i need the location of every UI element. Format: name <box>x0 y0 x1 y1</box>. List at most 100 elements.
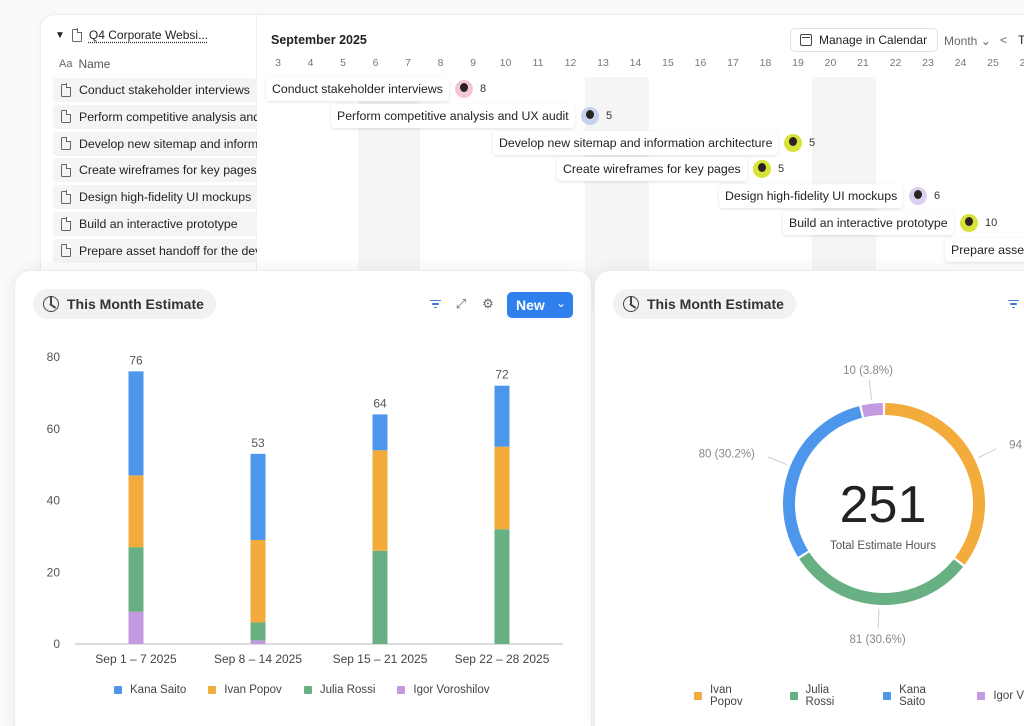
donut-slice[interactable] <box>799 552 964 605</box>
bar-segment[interactable] <box>250 622 266 641</box>
bar-segment[interactable] <box>372 550 388 644</box>
panel-title[interactable]: This Month Estimate <box>33 289 216 319</box>
month-label: September 2025 <box>271 33 367 47</box>
filter-icon[interactable] <box>427 296 443 312</box>
assignee-avatar[interactable] <box>909 187 927 206</box>
task-bar-label: Design high-fidelity UI mockups <box>725 189 898 204</box>
panel-title[interactable]: This Month Estimate <box>613 289 796 319</box>
bar-segment[interactable] <box>128 371 144 476</box>
legend-item[interactable]: Kana Saito <box>114 684 186 696</box>
task-row[interactable]: Perform competitive analysis and <box>53 104 257 129</box>
bar-segment[interactable] <box>494 446 510 530</box>
day-label: 24 <box>954 57 967 69</box>
task-row[interactable]: Build an interactive prototype <box>53 212 257 236</box>
bar-segment[interactable] <box>372 414 388 451</box>
donut-slice[interactable] <box>861 403 884 418</box>
y-tick-label: 60 <box>47 422 61 436</box>
donut-slice[interactable] <box>783 406 863 557</box>
assignee-avatar[interactable] <box>784 133 802 152</box>
collapse-triangle-icon[interactable]: ▼ <box>55 29 65 41</box>
task-row[interactable]: Design high-fidelity UI mockups <box>53 185 257 210</box>
legend-label: Igor Voroshilov <box>413 684 490 696</box>
x-tick-label: Sep 22 – 28 2025 <box>455 652 550 666</box>
view-mode-dropdown[interactable]: Month ⌄ <box>944 34 991 48</box>
manage-in-calendar-button[interactable]: Manage in Calendar <box>790 28 939 52</box>
project-title[interactable]: Q4 Corporate Websi... <box>88 28 209 42</box>
prev-button[interactable]: < <box>1000 33 1008 47</box>
task-row[interactable]: Develop new sitemap and informa <box>53 131 257 156</box>
text-type-icon: Aa <box>59 58 73 70</box>
document-icon <box>61 190 72 204</box>
timeline-task-bar[interactable]: Conduct stakeholder interviews <box>266 77 449 101</box>
day-label: 16 <box>694 57 707 69</box>
assignee-avatar[interactable] <box>581 106 599 125</box>
legend-item[interactable]: Julia Rossi <box>789 684 862 708</box>
chevron-down-icon[interactable]: ⌄ <box>555 296 566 310</box>
project-selector[interactable]: ▼ Q4 Corporate Websi... <box>55 28 208 42</box>
bar-segment[interactable] <box>128 547 144 612</box>
task-count: 5 <box>778 163 785 176</box>
task-row[interactable]: Prepare asset handoff for the dev <box>53 238 257 263</box>
timeline-task-bar[interactable]: Create wireframes for key pages <box>557 157 747 182</box>
assignee-avatar[interactable] <box>753 160 771 179</box>
legend-item[interactable]: Igor V <box>977 684 1024 708</box>
task-count: 5 <box>606 109 613 122</box>
legend-item[interactable]: Igor Voroshilov <box>397 684 490 696</box>
bar-segment[interactable] <box>250 539 266 623</box>
legend-item[interactable]: Ivan Popov <box>208 684 282 696</box>
expand-icon[interactable]: ⤢ <box>455 296 467 311</box>
legend-label: Kana Saito <box>130 684 187 696</box>
donut-slice[interactable] <box>885 403 985 565</box>
assignee-avatar[interactable] <box>455 80 473 98</box>
slice-leader-line <box>767 456 787 466</box>
legend-swatch <box>114 686 122 694</box>
bar-segment[interactable] <box>250 453 266 540</box>
bar-segment[interactable] <box>128 475 144 548</box>
day-label: 7 <box>405 57 411 69</box>
timeline-task-bar[interactable]: Perform competitive analysis and UX audi… <box>331 103 575 128</box>
settings-sliders-icon[interactable]: ⚙ <box>482 296 494 311</box>
task-row[interactable]: Conduct stakeholder interviews <box>53 78 257 102</box>
legend-item[interactable]: Ivan Popov <box>694 684 768 708</box>
bar-total-label: 64 <box>373 396 387 410</box>
bar-segment[interactable] <box>250 640 266 644</box>
donut-chart-legend: Ivan Popov Julia Rossi Kana Saito Igor V <box>694 684 1024 708</box>
legend-swatch <box>789 692 798 700</box>
document-icon <box>61 136 72 151</box>
today-button[interactable]: T <box>1018 33 1024 47</box>
legend-item[interactable]: Kana Saito <box>883 684 955 708</box>
slice-leader-line <box>877 608 880 629</box>
timeline-task-bar[interactable]: Prepare asset l <box>945 237 1024 262</box>
name-column-header[interactable]: Aa Name <box>59 57 110 71</box>
bar-segment[interactable] <box>494 385 510 447</box>
filter-icon[interactable] <box>1005 296 1021 312</box>
task-row[interactable]: Create wireframes for key pages <box>53 158 257 183</box>
task-list-panel: ▼ Q4 Corporate Websi... Aa Name Conduct … <box>41 15 257 303</box>
document-icon <box>61 83 72 97</box>
legend-item[interactable]: Julia Rossi <box>303 684 375 696</box>
timeline-task-bar[interactable]: Design high-fidelity UI mockups <box>719 184 904 209</box>
y-tick-label: 80 <box>47 350 61 364</box>
document-icon <box>61 217 72 231</box>
document-icon <box>71 28 83 42</box>
bar-segment[interactable] <box>494 529 510 644</box>
stacked-bar-chart: 0 20 40 60 80 76 Sep 1 – 7 2025 53 Sep 8 – 14 20… <box>47 350 563 666</box>
donut-chart: 94 81 (30.6%) 80 (30.2%) 10 (3.8%) 251 Total … <box>699 365 1023 646</box>
y-tick-label: 0 <box>53 637 60 651</box>
document-icon <box>61 109 72 124</box>
estimate-donut-panel: This Month Estimate 94 81 (30.6%) 80 (30.2… <box>594 270 1024 726</box>
bar-total-label: 72 <box>495 368 509 382</box>
task-name: Design high-fidelity UI mockups <box>79 190 252 205</box>
legend-swatch <box>208 686 217 694</box>
bar-segment[interactable] <box>128 611 144 644</box>
new-button[interactable]: New ⌄ <box>507 292 573 318</box>
assignee-avatar[interactable] <box>960 214 978 232</box>
task-count: 8 <box>480 83 487 95</box>
timeline-task-bar[interactable]: Build an interactive prototype <box>783 211 954 235</box>
day-label: 4 <box>307 57 314 69</box>
bar-total-label: 76 <box>129 353 143 367</box>
timeline-task-bar[interactable]: Develop new sitemap and information arch… <box>493 130 779 155</box>
day-label: 22 <box>889 57 902 69</box>
task-bar-label: Conduct stakeholder interviews <box>272 82 443 96</box>
bar-segment[interactable] <box>372 450 388 551</box>
